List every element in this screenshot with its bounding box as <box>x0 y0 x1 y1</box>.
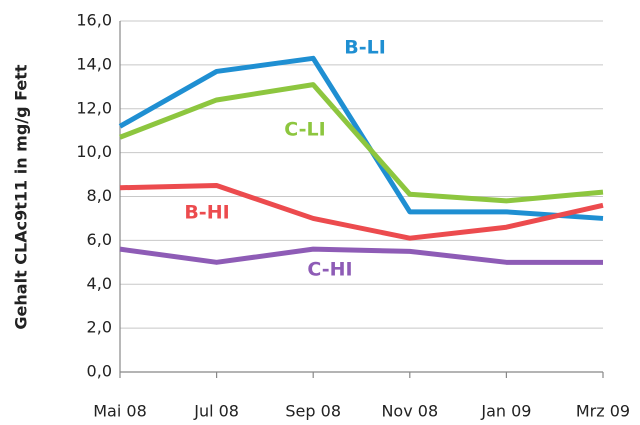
y-tick-label: 14,0 <box>76 54 112 73</box>
y-tick-label: 12,0 <box>76 98 112 117</box>
series-line <box>118 55 604 221</box>
x-tick-label: Mrz 09 <box>576 402 630 421</box>
x-tick-label: Mai 08 <box>93 402 147 421</box>
series-line <box>119 183 604 241</box>
series-label: C-LI <box>284 119 325 141</box>
series-label: B-LI <box>344 37 386 59</box>
y-tick-label: 10,0 <box>76 142 112 161</box>
series-label: C-HI <box>307 259 352 281</box>
series-label: B-HI <box>184 202 229 224</box>
y-tick-label: 16,0 <box>76 11 112 30</box>
x-tick-label: Jan 09 <box>480 402 531 421</box>
y-tick-label: 6,0 <box>87 230 112 249</box>
y-tick-label: 0,0 <box>87 362 112 381</box>
y-tick-label: 2,0 <box>87 318 112 337</box>
x-tick-label: Nov 08 <box>381 402 438 421</box>
y-tick-label: 4,0 <box>87 274 112 293</box>
x-tick-label: Jul 08 <box>193 402 239 421</box>
x-tick-label: Sep 08 <box>285 402 341 421</box>
y-tick-label: 8,0 <box>87 186 112 205</box>
series-line <box>119 246 603 265</box>
series-line <box>119 82 604 204</box>
y-axis-label: Gehalt CLAc9t11 in mg/g Fett <box>12 64 31 330</box>
